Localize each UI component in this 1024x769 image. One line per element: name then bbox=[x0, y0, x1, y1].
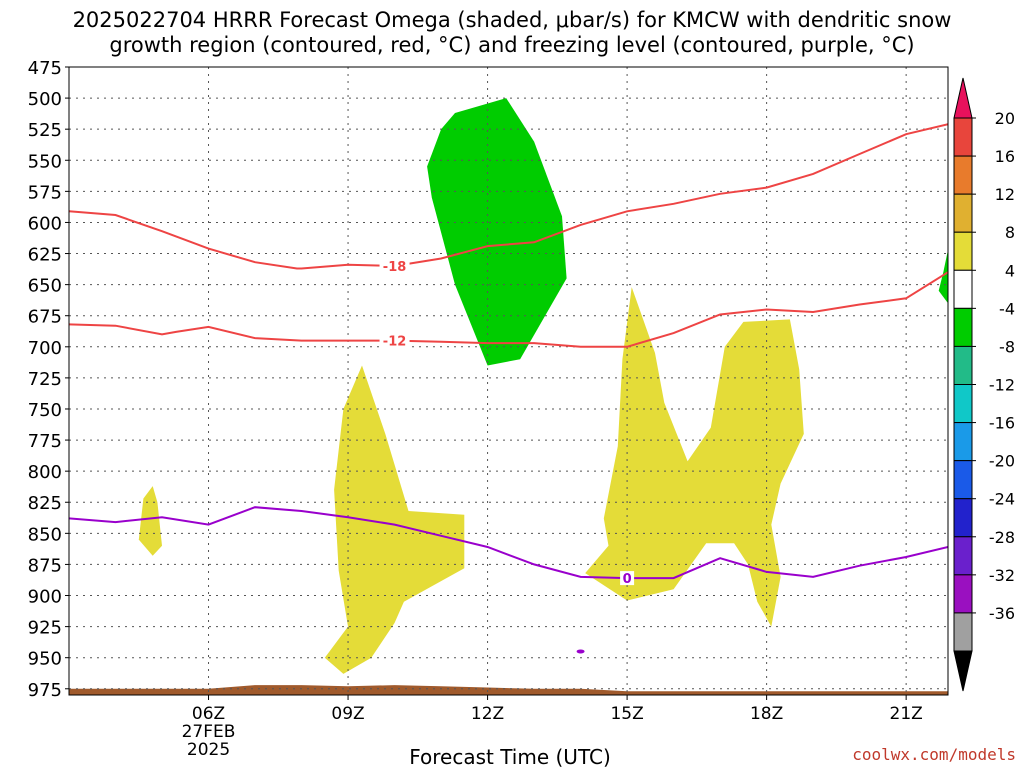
colorbar-label: -16 bbox=[989, 414, 1015, 433]
colorbar-label: 8 bbox=[1005, 223, 1015, 242]
contour-label: 0 bbox=[623, 572, 632, 587]
colorbar-box bbox=[953, 307, 973, 347]
omega-shade-region bbox=[138, 486, 162, 556]
x-tick-label: 12Z bbox=[471, 704, 504, 724]
contour-label-bg bbox=[379, 333, 410, 348]
chart-title-line-1: 2025022704 HRRR Forecast Omega (shaded, … bbox=[72, 8, 952, 32]
colorbar-label: -4 bbox=[999, 299, 1015, 318]
y-tick-label: 550 bbox=[28, 151, 62, 172]
x-tick-sublabel: 27FEB bbox=[182, 722, 236, 742]
y-tick-label: 975 bbox=[28, 680, 62, 701]
y-tick-label: 725 bbox=[28, 369, 62, 390]
colorbar-label: -8 bbox=[999, 337, 1015, 356]
x-axis-label: Forecast Time (UTC) bbox=[409, 745, 611, 769]
colorbar-bottom-arrow bbox=[953, 650, 973, 692]
y-tick-label: 800 bbox=[28, 462, 62, 483]
x-tick-label: 09Z bbox=[331, 704, 364, 724]
y-tick-label: 650 bbox=[28, 276, 62, 297]
y-tick-label: 525 bbox=[28, 120, 62, 141]
y-tick-label: 500 bbox=[28, 89, 62, 110]
y-tick-label: 950 bbox=[28, 649, 62, 670]
colorbar-label: -36 bbox=[989, 604, 1015, 623]
colorbar-top-arrow bbox=[953, 77, 973, 119]
freezing-level-point bbox=[576, 649, 585, 654]
y-tick-label: 750 bbox=[28, 400, 62, 421]
omega-shade-region bbox=[324, 365, 465, 674]
omega-shade-region bbox=[427, 98, 567, 366]
contour-line--18 bbox=[69, 123, 948, 270]
contour-line-0 bbox=[69, 506, 948, 580]
y-tick-label: 900 bbox=[28, 587, 62, 608]
colorbar-box bbox=[953, 384, 973, 424]
x-tick-label: 18Z bbox=[750, 704, 783, 724]
colorbar-box bbox=[953, 498, 973, 538]
omega-shade-region bbox=[938, 249, 948, 304]
y-tick-label: 850 bbox=[28, 524, 62, 545]
colorbar-label: 4 bbox=[1005, 261, 1015, 280]
contour-label-bg bbox=[379, 258, 410, 273]
y-tick-label: 925 bbox=[28, 618, 62, 639]
colorbar-box bbox=[953, 574, 973, 614]
colorbar-box bbox=[953, 117, 973, 157]
colorbar-box bbox=[953, 155, 973, 195]
colorbar-box bbox=[953, 269, 973, 309]
y-tick-label: 875 bbox=[28, 555, 62, 576]
colorbar-box bbox=[953, 612, 973, 652]
plot-frame bbox=[68, 66, 949, 696]
y-tick-label: 775 bbox=[28, 431, 62, 452]
y-tick-label: 825 bbox=[28, 493, 62, 514]
x-tick-label: 15Z bbox=[610, 704, 643, 724]
colorbar-box bbox=[953, 422, 973, 462]
colorbar-box bbox=[953, 536, 973, 576]
x-tick-sublabel: 2025 bbox=[187, 740, 230, 760]
omega-shade-region bbox=[585, 287, 804, 627]
y-tick-label: 700 bbox=[28, 338, 62, 359]
contour-label-bg bbox=[620, 571, 635, 586]
colorbar-box bbox=[953, 193, 973, 233]
y-tick-label: 625 bbox=[28, 245, 62, 266]
colorbar-label: 12 bbox=[995, 185, 1015, 204]
colorbar-box bbox=[953, 231, 973, 271]
chart-title-line-2: growth region (contoured, red, °C) and f… bbox=[109, 33, 915, 57]
credit-link[interactable]: coolwx.com/models bbox=[852, 745, 1016, 764]
colorbar-label: -32 bbox=[989, 566, 1015, 585]
colorbar-label: -12 bbox=[989, 376, 1015, 395]
y-tick-label: 675 bbox=[28, 307, 62, 328]
plot-area: -18 -12 0 bbox=[69, 67, 948, 695]
colorbar-label: 16 bbox=[995, 147, 1015, 166]
contour-label: -18 bbox=[383, 260, 407, 275]
colorbar-label: 20 bbox=[995, 109, 1015, 128]
contour-label: -12 bbox=[383, 335, 407, 350]
ground-fill bbox=[69, 685, 948, 695]
colorbar-box bbox=[953, 345, 973, 385]
y-tick-label: 600 bbox=[28, 213, 62, 234]
x-tick-label: 06Z bbox=[192, 704, 225, 724]
colorbar-label: -24 bbox=[989, 490, 1015, 509]
x-tick-label: 21Z bbox=[890, 704, 923, 724]
y-tick-label: 575 bbox=[28, 182, 62, 203]
colorbar-label: -20 bbox=[989, 452, 1015, 471]
contour-line--12 bbox=[69, 271, 948, 348]
colorbar-box bbox=[953, 460, 973, 500]
y-tick-label: 475 bbox=[28, 58, 62, 79]
colorbar-label: -28 bbox=[989, 528, 1015, 547]
